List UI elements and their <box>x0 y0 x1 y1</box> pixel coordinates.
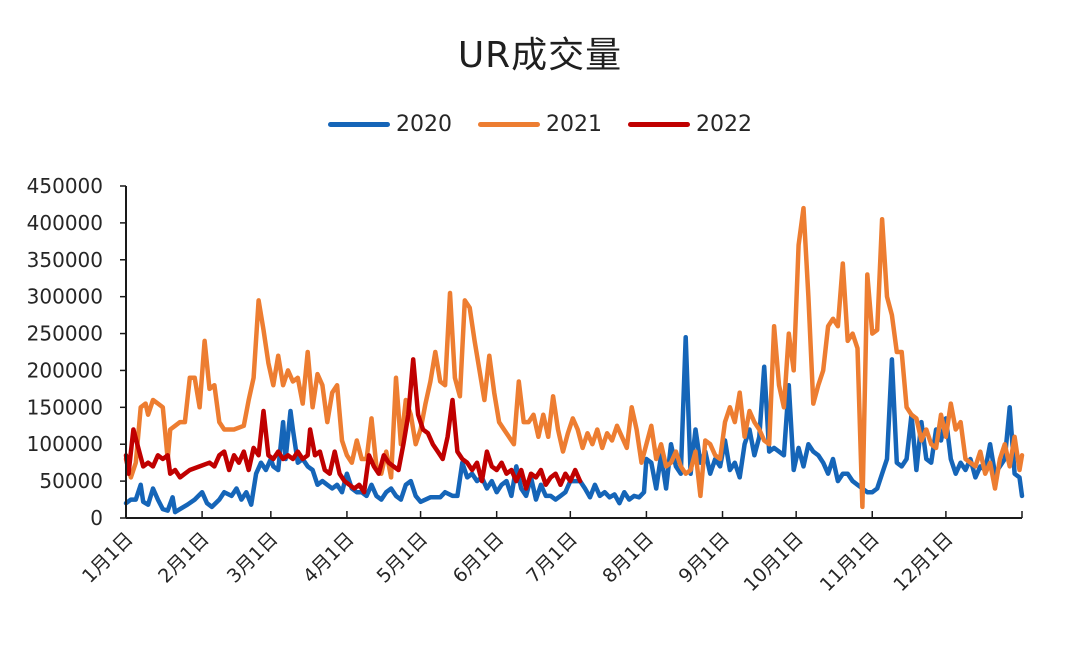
series-line-2020 <box>123 334 1025 515</box>
x-tick-label: 2月1日 <box>154 528 214 588</box>
x-tick-label: 6月1日 <box>449 528 509 588</box>
legend-item-2021: 2021 <box>478 112 602 137</box>
x-tick-label: 7月1日 <box>522 528 582 588</box>
legend-label-2020: 2020 <box>396 112 452 137</box>
y-tick-label: 400000 <box>27 211 103 235</box>
y-tick-label: 350000 <box>27 248 103 272</box>
x-tick-label: 11月1日 <box>816 528 884 596</box>
series-layer <box>123 205 1025 515</box>
y-tick-label: 100000 <box>27 432 103 456</box>
series-line-2022 <box>123 357 583 495</box>
x-tick-label: 9月1日 <box>675 528 735 588</box>
y-tick-label: 200000 <box>27 358 103 382</box>
x-tick-label: 12月1日 <box>889 528 957 596</box>
x-tick-label: 3月1日 <box>223 528 283 588</box>
legend-item-2020: 2020 <box>328 112 452 137</box>
x-tick-label: 5月1日 <box>373 528 433 588</box>
chart-title: UR成交量 <box>457 35 623 76</box>
y-tick-label: 50000 <box>39 469 103 493</box>
chart-legend: 2020 2021 2022 <box>0 112 1080 137</box>
legend-label-2021: 2021 <box>546 112 602 137</box>
x-tick-label: 8月1日 <box>598 528 658 588</box>
x-tick-label: 4月1日 <box>299 528 359 588</box>
y-tick-label: 300000 <box>27 285 103 309</box>
legend-item-2022: 2022 <box>628 112 752 137</box>
y-tick-label: 450000 <box>27 174 103 198</box>
series-line-2021 <box>123 205 1025 510</box>
axes-layer: 0 50000 100000 150000 200000 250000 300000 3500… <box>27 174 1023 596</box>
legend-swatch-2021 <box>478 122 540 127</box>
x-tick-label: 10月1日 <box>740 528 808 596</box>
y-tick-label: 0 <box>90 506 103 530</box>
legend-label-2022: 2022 <box>696 112 752 137</box>
legend-swatch-2020 <box>328 122 390 127</box>
y-tick-label: 150000 <box>27 395 103 419</box>
y-tick-label: 250000 <box>27 322 103 346</box>
legend-swatch-2022 <box>628 122 690 127</box>
x-tick-label: 1月1日 <box>78 528 138 588</box>
